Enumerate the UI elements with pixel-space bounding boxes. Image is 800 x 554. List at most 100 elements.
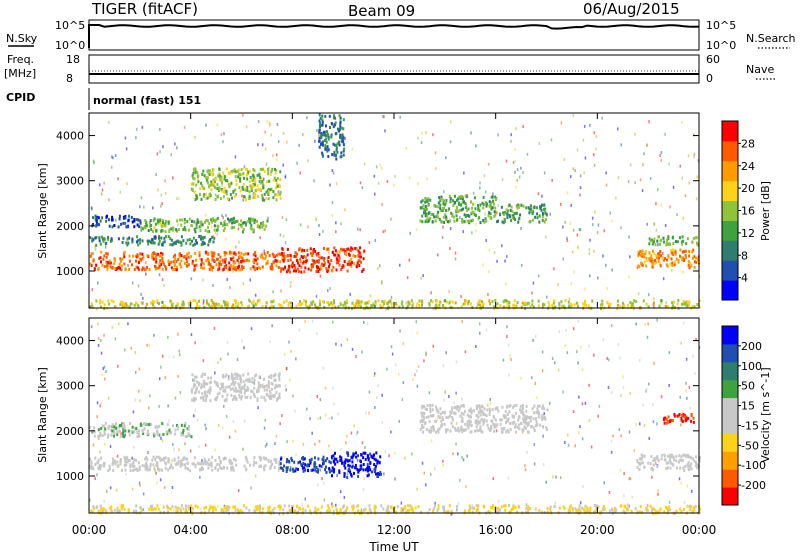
region-cell — [326, 457, 329, 461]
noise-cell — [106, 489, 108, 493]
noise-cell — [617, 342, 620, 346]
noise-cell — [485, 328, 488, 332]
region-cell — [429, 403, 432, 407]
region-cell — [162, 221, 164, 224]
colorbar-tick-label: 4 — [741, 272, 748, 285]
region-cell — [551, 304, 554, 307]
noise-cell — [164, 191, 167, 195]
region-cell — [473, 213, 476, 217]
region-cell — [174, 428, 177, 432]
region-cell — [325, 137, 328, 141]
region-cell — [254, 374, 257, 378]
region-cell — [543, 203, 546, 207]
region-cell — [118, 429, 121, 433]
region-cell — [345, 299, 348, 303]
region-cell — [304, 266, 307, 270]
noise-cell — [526, 451, 528, 454]
region-cell — [425, 428, 428, 431]
region-cell — [321, 118, 324, 122]
region-cell — [213, 380, 216, 384]
noise-cell — [307, 159, 309, 163]
noise-cell — [645, 389, 647, 393]
region-cell — [253, 386, 256, 390]
region-cell — [521, 408, 524, 412]
region-cell — [321, 141, 324, 145]
region-cell — [155, 464, 158, 467]
region-cell — [259, 266, 262, 270]
region-cell — [217, 253, 220, 257]
region-cell — [696, 303, 699, 306]
region-cell — [189, 242, 192, 246]
region-cell — [491, 506, 493, 509]
region-cell — [496, 406, 499, 410]
region-cell — [155, 455, 158, 459]
region-cell — [483, 220, 486, 224]
region-cell — [426, 218, 428, 222]
region-cell — [270, 396, 273, 400]
region-cell — [173, 458, 176, 462]
region-cell — [296, 467, 299, 471]
region-cell — [99, 301, 101, 305]
noise-cell — [563, 157, 566, 161]
region-cell — [348, 464, 351, 468]
region-cell — [657, 260, 660, 263]
region-cell — [273, 393, 276, 397]
region-cell — [252, 301, 255, 305]
region-cell — [241, 267, 243, 271]
region-cell — [640, 457, 643, 461]
noise-cell — [332, 171, 335, 175]
region-cell — [492, 422, 495, 426]
region-cell — [153, 252, 156, 256]
region-cell — [122, 422, 125, 425]
region-cell — [345, 301, 348, 305]
region-cell — [141, 257, 144, 261]
region-cell — [535, 417, 537, 421]
region-cell — [215, 302, 218, 306]
region-cell — [542, 425, 545, 429]
region-cell — [273, 299, 275, 303]
region-cell — [483, 407, 486, 411]
region-cell — [289, 253, 292, 257]
region-cell — [485, 414, 488, 418]
noise-cell — [460, 295, 462, 299]
region-cell — [193, 378, 196, 382]
region-cell — [567, 304, 570, 308]
noise-cell — [103, 181, 105, 185]
region-cell — [677, 258, 680, 262]
region-cell — [459, 414, 462, 418]
region-cell — [191, 219, 193, 223]
region-cell — [95, 299, 98, 303]
region-cell — [462, 428, 465, 432]
region-cell — [107, 425, 110, 429]
region-cell — [374, 303, 377, 307]
region-cell — [326, 247, 329, 251]
noise-cell — [697, 159, 700, 163]
noise-cell — [237, 219, 239, 223]
region-cell — [120, 264, 123, 268]
noise-cell — [660, 158, 662, 162]
region-cell — [123, 455, 126, 459]
region-cell — [178, 262, 181, 266]
region-cell — [423, 412, 426, 415]
noise-cell — [331, 416, 333, 420]
region-cell — [136, 255, 139, 259]
noise-cell — [646, 143, 648, 147]
region-cell — [509, 422, 512, 425]
region-cell — [561, 305, 563, 309]
region-cell — [261, 193, 264, 197]
region-cell — [482, 411, 485, 415]
region-cell — [181, 218, 184, 222]
region-cell — [359, 468, 362, 472]
region-cell — [233, 251, 236, 255]
region-cell — [157, 252, 160, 256]
noise-cell — [255, 250, 257, 254]
region-cell — [500, 418, 503, 422]
region-cell — [439, 206, 442, 210]
region-cell — [371, 304, 373, 308]
region-cell — [334, 116, 337, 120]
region-cell — [443, 505, 446, 509]
noise-cell — [416, 487, 418, 491]
region-cell — [493, 214, 496, 218]
region-cell — [674, 248, 677, 252]
region-cell — [191, 507, 194, 511]
